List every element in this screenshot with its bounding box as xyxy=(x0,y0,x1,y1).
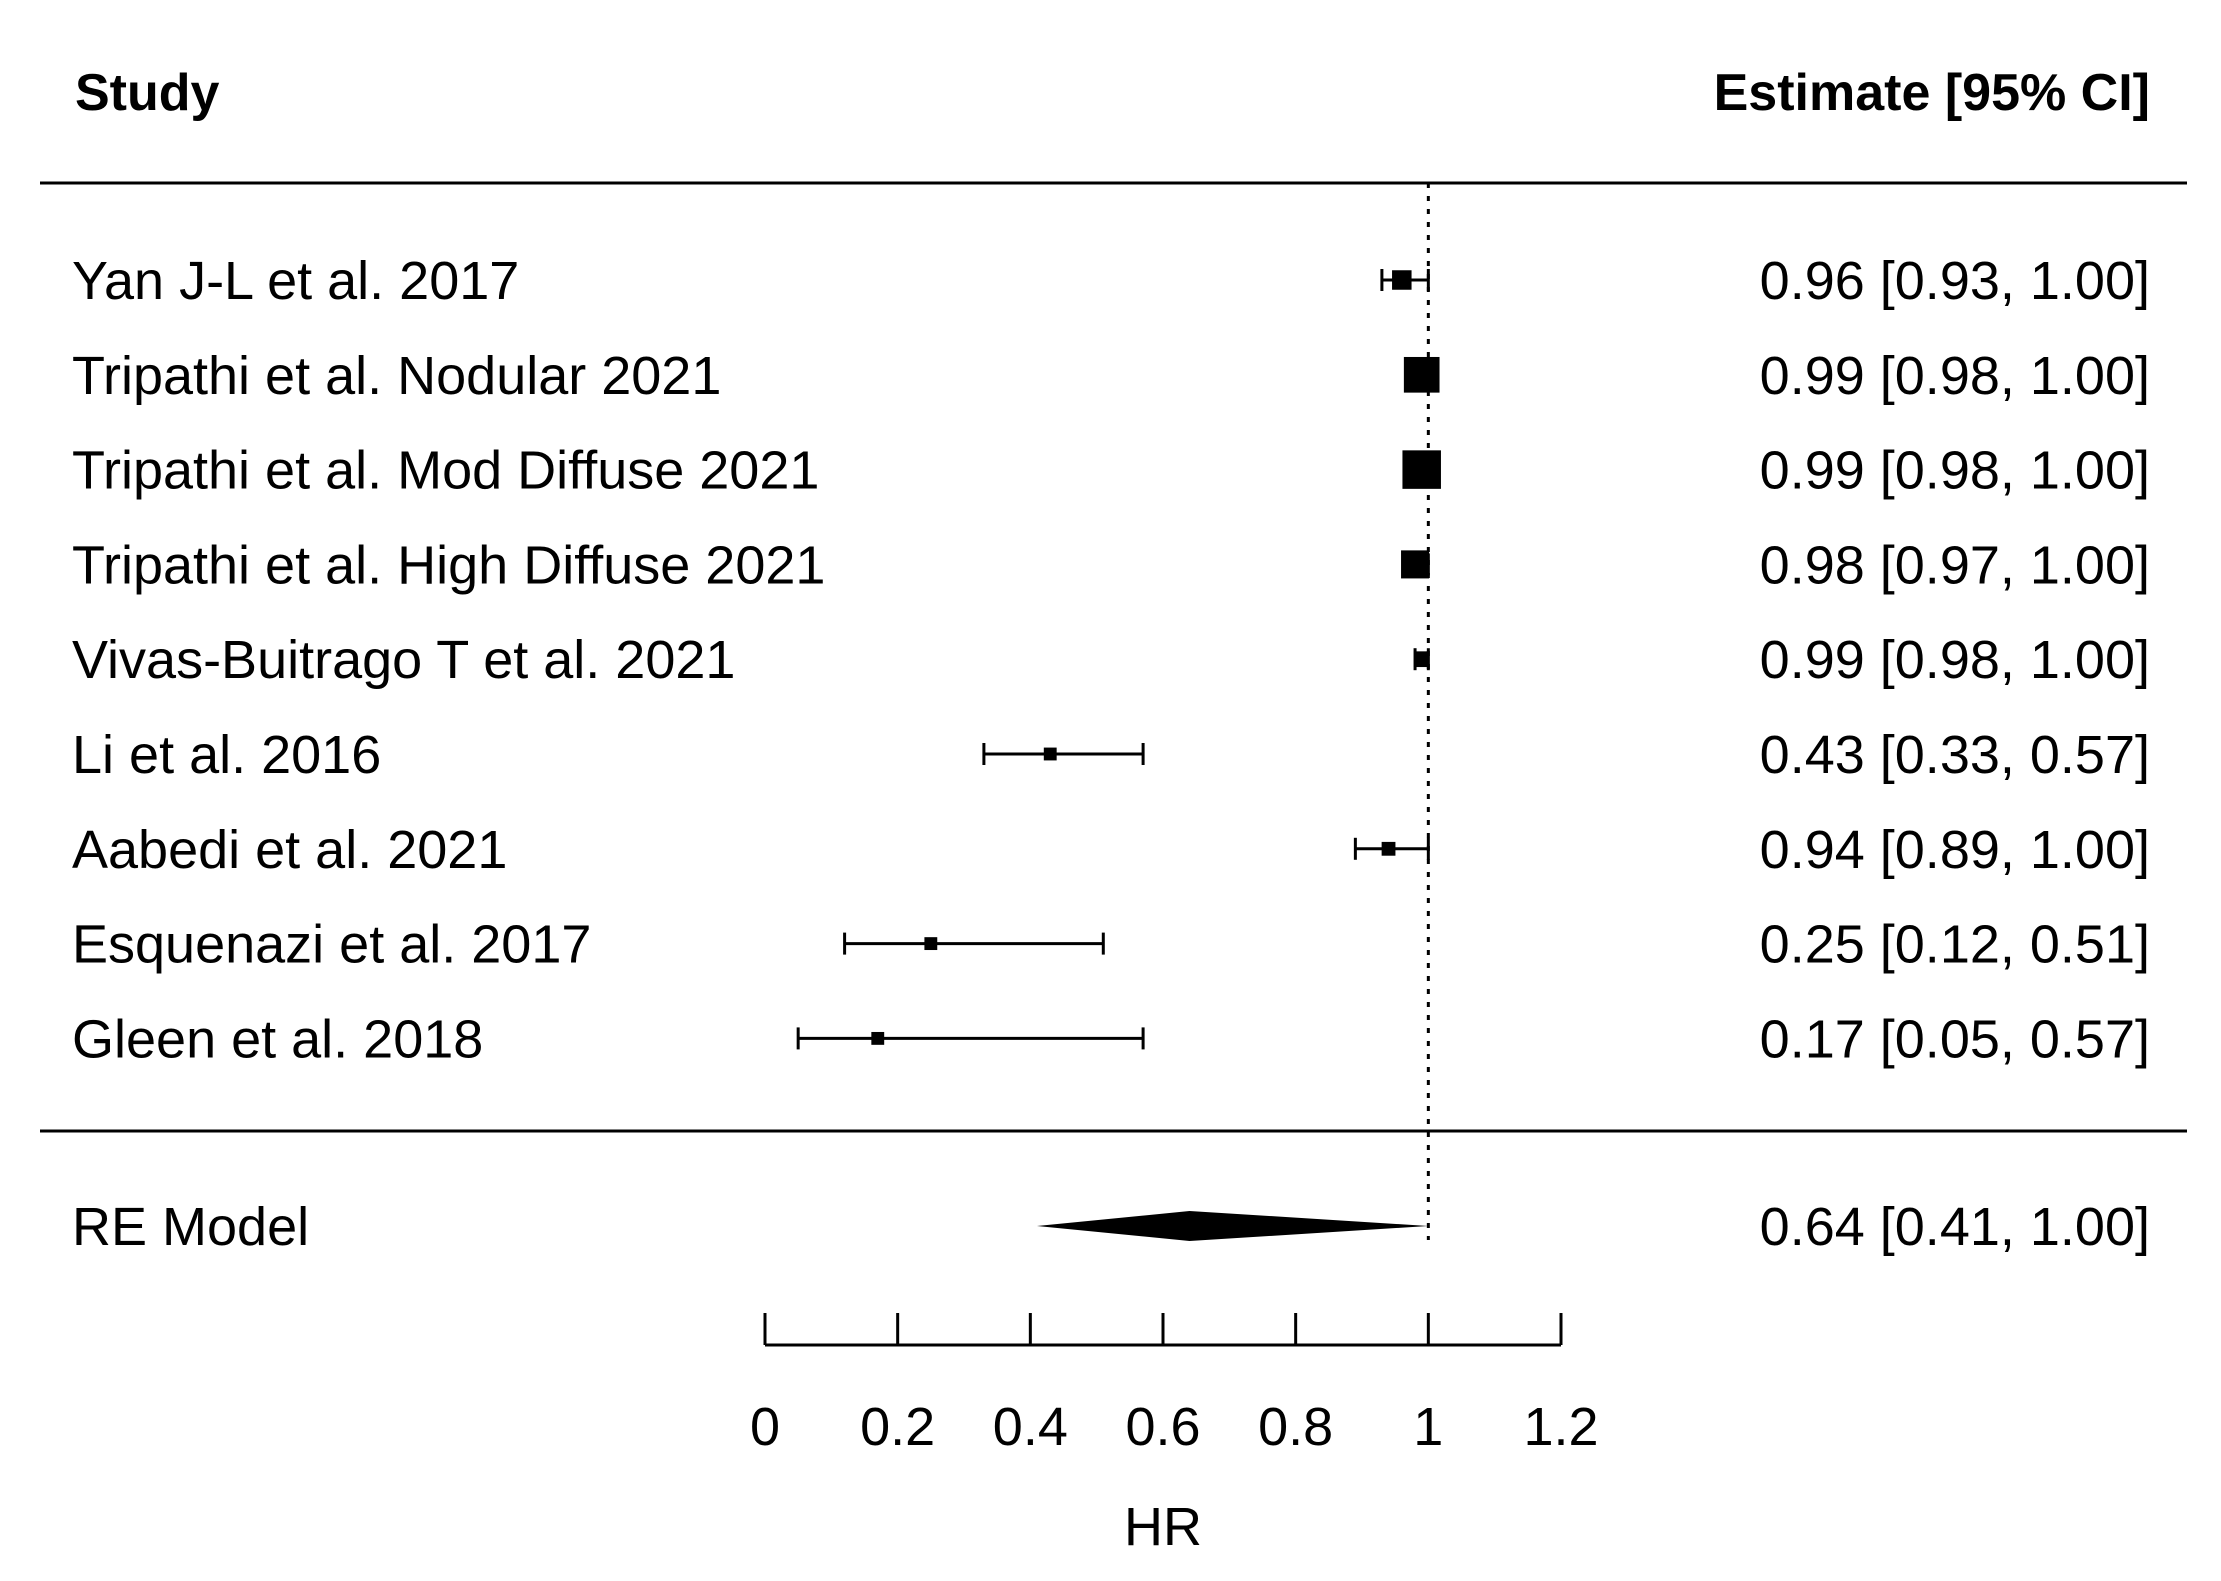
study-name: Gleen et al. 2018 xyxy=(72,1009,483,1069)
study-estimate-label: 0.99 [0.98, 1.00] xyxy=(1760,441,2150,501)
point-estimate-square xyxy=(1413,651,1430,668)
study-row: Esquenazi et al. 2017 0.25 [0.12, 0.51] xyxy=(72,915,2150,975)
study-name: Tripathi et al. High Diffuse 2021 xyxy=(72,535,825,595)
point-estimate-square xyxy=(1401,550,1430,579)
study-rows: Yan J-L et al. 2017 0.96 [0.93, 1.00] Trip… xyxy=(72,251,2150,1069)
study-estimate-label: 0.99 [0.98, 1.00] xyxy=(1760,346,2150,406)
estimate-column-header: Estimate [95% CI] xyxy=(1714,64,2150,122)
point-estimate-square xyxy=(1381,841,1396,856)
study-name: Yan J-L et al. 2017 xyxy=(72,251,519,311)
study-row: Gleen et al. 2018 0.17 [0.05, 0.57] xyxy=(72,1009,2150,1069)
study-estimate-label: 0.98 [0.97, 1.00] xyxy=(1760,535,2150,595)
point-estimate-square xyxy=(871,1031,885,1045)
study-row: Tripathi et al. High Diffuse 2021 0.98 [0… xyxy=(72,535,2150,595)
study-name: Li et al. 2016 xyxy=(72,725,381,785)
x-tick-label: 1.2 xyxy=(1523,1397,1598,1457)
x-axis-label: HR xyxy=(1124,1497,1202,1557)
x-tick-label: 0.2 xyxy=(860,1397,935,1457)
study-row: Tripathi et al. Mod Diffuse 2021 0.99 [0.… xyxy=(72,441,2150,501)
study-column-header: Study xyxy=(75,64,220,122)
point-estimate-square xyxy=(924,937,938,951)
study-row: Aabedi et al. 2021 0.94 [0.89, 1.00] xyxy=(72,820,2150,880)
summary-name: RE Model xyxy=(72,1197,309,1257)
study-name: Tripathi et al. Mod Diffuse 2021 xyxy=(72,441,819,501)
study-estimate-label: 0.17 [0.05, 0.57] xyxy=(1760,1009,2150,1069)
summary-estimate-label: 0.64 [0.41, 1.00] xyxy=(1760,1197,2150,1257)
study-estimate-label: 0.96 [0.93, 1.00] xyxy=(1760,251,2150,311)
study-row: Li et al. 2016 0.43 [0.33, 0.57] xyxy=(72,725,2150,785)
study-row: Tripathi et al. Nodular 2021 0.99 [0.98, … xyxy=(72,346,2150,406)
study-name: Vivas-Buitrago T et al. 2021 xyxy=(72,630,735,690)
x-tick-label: 0.4 xyxy=(993,1397,1068,1457)
study-estimate-label: 0.99 [0.98, 1.00] xyxy=(1760,630,2150,690)
x-tick-label: 0 xyxy=(750,1397,780,1457)
point-estimate-square xyxy=(1043,747,1057,761)
study-name: Tripathi et al. Nodular 2021 xyxy=(72,346,721,406)
x-axis: 0 0.2 0.4 0.6 0.8 1 1.2 xyxy=(750,1313,1599,1457)
x-tick-label: 1 xyxy=(1413,1397,1443,1457)
study-estimate-label: 0.94 [0.89, 1.00] xyxy=(1760,820,2150,880)
study-name: Aabedi et al. 2021 xyxy=(72,820,507,880)
study-estimate-label: 0.25 [0.12, 0.51] xyxy=(1760,915,2150,975)
summary-row: RE Model 0.64 [0.41, 1.00] xyxy=(72,1197,2150,1257)
summary-diamond xyxy=(1036,1211,1429,1241)
study-row: Vivas-Buitrago T et al. 2021 0.99 [0.98, … xyxy=(72,630,2150,690)
x-tick-label: 0.8 xyxy=(1258,1397,1333,1457)
study-row: Yan J-L et al. 2017 0.96 [0.93, 1.00] xyxy=(72,251,2150,311)
study-name: Esquenazi et al. 2017 xyxy=(72,915,591,975)
point-estimate-square xyxy=(1402,450,1441,489)
x-tick-label: 0.6 xyxy=(1125,1397,1200,1457)
point-estimate-square xyxy=(1392,270,1412,290)
study-estimate-label: 0.43 [0.33, 0.57] xyxy=(1760,725,2150,785)
point-estimate-square xyxy=(1403,356,1440,393)
